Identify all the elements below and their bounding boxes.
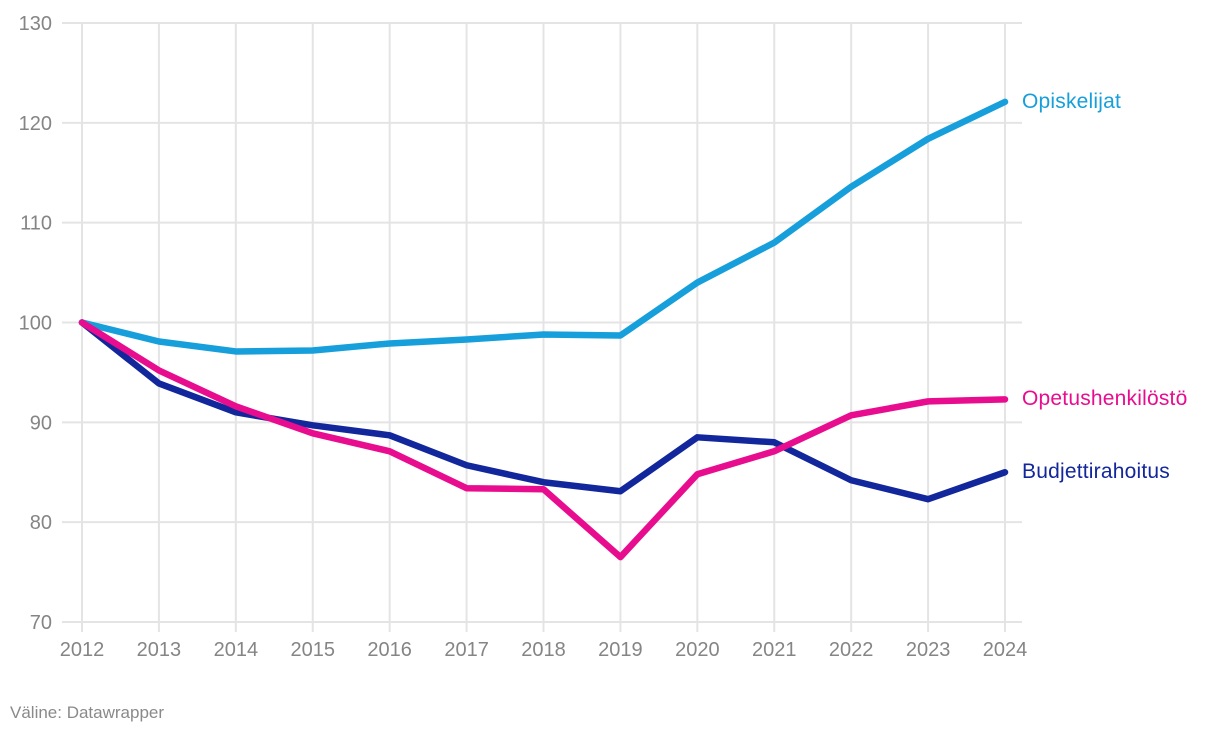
x-tick-label-2024: 2024 — [983, 639, 1028, 661]
series-line-1 — [78, 319, 1009, 561]
series-label-opetushenkilosto: Opetushenkilöstö — [1022, 387, 1188, 411]
y-tick-label-80: 80 — [30, 512, 52, 534]
line-chart-svg: 2012 2013 2014 2015 2016 2017 2018 2019 2020 2021… — [19, 13, 1028, 661]
x-tick-label-2012: 2012 — [60, 639, 105, 661]
y-tick-label-120: 120 — [19, 113, 52, 135]
y-tick-label-70: 70 — [30, 612, 52, 634]
series-label-budjettirahoitus: Budjettirahoitus — [1022, 460, 1170, 484]
x-tick-label-2018: 2018 — [521, 639, 566, 661]
series-label-opiskelijat: Opiskelijat — [1022, 89, 1122, 113]
x-tick-label-2015: 2015 — [291, 639, 336, 661]
x-tick-label-2023: 2023 — [906, 639, 951, 661]
y-tick-label-90: 90 — [30, 412, 52, 434]
x-tick-label-2021: 2021 — [752, 639, 797, 661]
x-tick-label-2019: 2019 — [598, 639, 643, 661]
y-tick-label-110: 110 — [20, 213, 52, 235]
x-tick-label-2017: 2017 — [444, 639, 489, 661]
source-attribution: Väline: Datawrapper — [10, 703, 165, 722]
x-tick-label-2022: 2022 — [829, 639, 874, 661]
series-line-0 — [78, 98, 1009, 355]
x-tick-label-2013: 2013 — [137, 639, 182, 661]
y-tick-label-100: 100 — [19, 313, 52, 335]
x-tick-label-2014: 2014 — [214, 639, 259, 661]
x-tick-label-2016: 2016 — [367, 639, 412, 661]
x-tick-label-2020: 2020 — [675, 639, 720, 661]
series-line-2 — [78, 319, 1009, 503]
y-tick-label-130: 130 — [19, 13, 52, 35]
